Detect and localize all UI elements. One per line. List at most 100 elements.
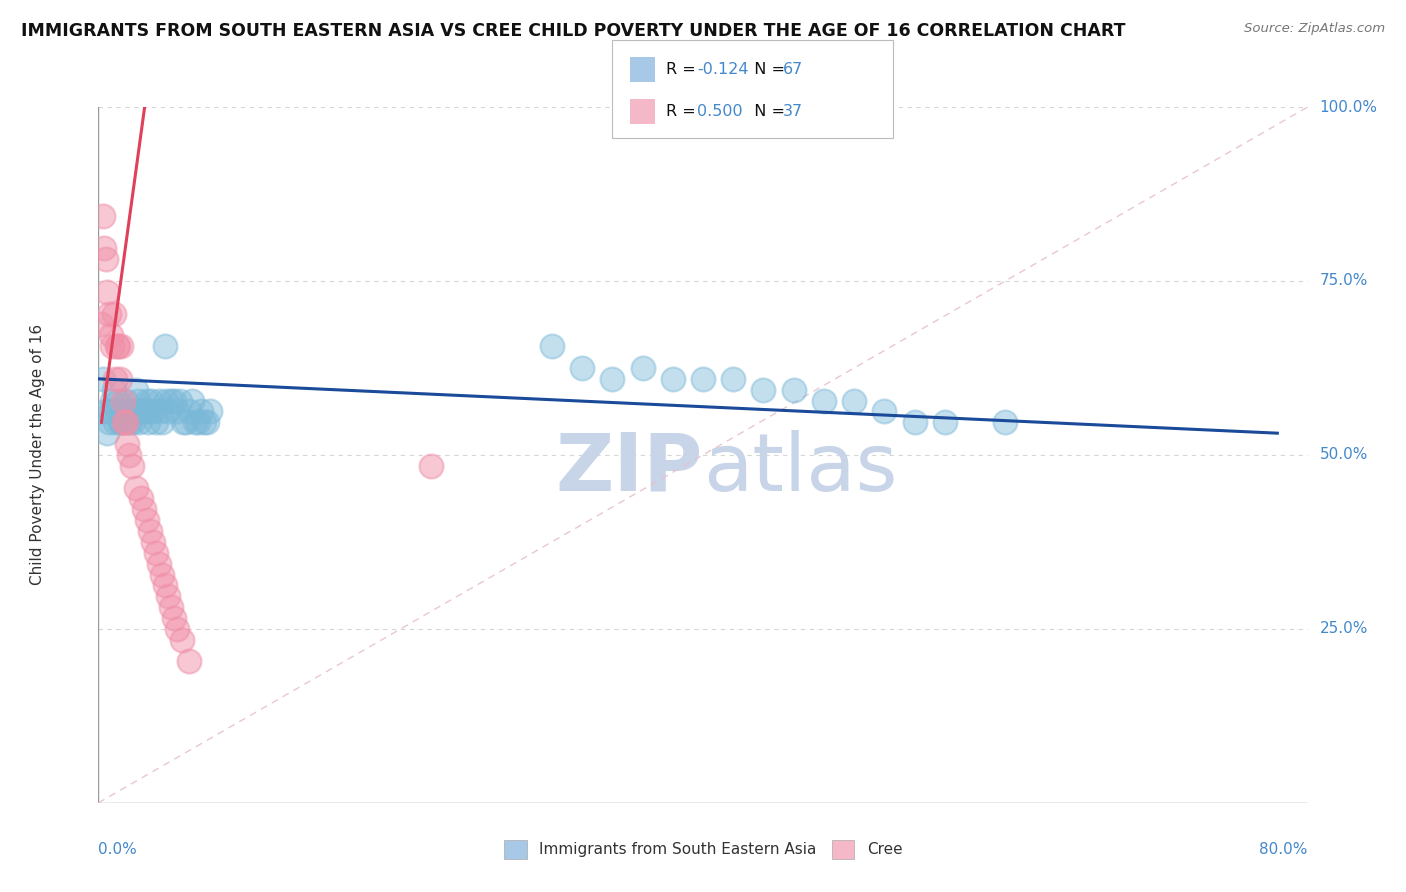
Point <box>125 481 148 495</box>
Point <box>108 372 131 386</box>
Point <box>122 415 145 429</box>
Point <box>91 209 114 223</box>
Point <box>124 404 146 418</box>
Point <box>111 404 134 418</box>
Point <box>112 415 135 429</box>
Text: 25.0%: 25.0% <box>1320 622 1368 636</box>
Text: N =: N = <box>744 104 790 119</box>
Point <box>994 415 1017 429</box>
Text: IMMIGRANTS FROM SOUTH EASTERN ASIA VS CREE CHILD POVERTY UNDER THE AGE OF 16 COR: IMMIGRANTS FROM SOUTH EASTERN ASIA VS CR… <box>21 22 1126 40</box>
Point <box>115 415 138 429</box>
Point <box>96 285 118 299</box>
Point <box>150 415 173 429</box>
Point <box>103 383 125 397</box>
Point <box>110 339 132 353</box>
Point <box>166 622 188 636</box>
Point <box>153 578 176 592</box>
Text: 80.0%: 80.0% <box>1260 842 1308 857</box>
Point <box>813 393 835 408</box>
Point <box>101 339 124 353</box>
Text: 75.0%: 75.0% <box>1320 274 1368 288</box>
Point <box>90 318 112 332</box>
Point <box>100 404 122 418</box>
Point <box>187 415 209 429</box>
Point <box>934 415 956 429</box>
Point <box>190 404 212 418</box>
Point <box>94 404 117 418</box>
Point <box>91 372 114 386</box>
Point <box>723 372 745 386</box>
Point <box>101 393 124 408</box>
Point <box>170 632 193 647</box>
Point <box>114 415 136 429</box>
Point <box>150 567 173 582</box>
Point <box>200 404 222 418</box>
Point <box>142 404 165 418</box>
Point <box>174 415 197 429</box>
Point <box>139 524 162 538</box>
Point <box>540 339 562 353</box>
Point <box>94 252 117 267</box>
Point <box>145 546 167 560</box>
Point <box>631 360 654 375</box>
Point <box>163 393 186 408</box>
Text: -0.124: -0.124 <box>697 62 749 77</box>
Point <box>149 404 172 418</box>
Point <box>602 372 624 386</box>
Point <box>125 383 148 397</box>
Point <box>105 339 128 353</box>
Point <box>115 437 138 451</box>
Point <box>420 458 443 473</box>
Text: Child Poverty Under the Age of 16: Child Poverty Under the Age of 16 <box>31 325 45 585</box>
Point <box>153 339 176 353</box>
Point <box>96 426 118 441</box>
Point <box>783 383 806 397</box>
Point <box>139 404 162 418</box>
Point <box>661 372 683 386</box>
Point <box>163 611 186 625</box>
Point <box>114 393 136 408</box>
Point <box>105 404 128 418</box>
Point <box>121 404 143 418</box>
Point <box>118 404 141 418</box>
Point <box>135 393 157 408</box>
Point <box>104 372 127 386</box>
Point <box>93 241 115 255</box>
Text: 50.0%: 50.0% <box>1320 448 1368 462</box>
Point <box>184 415 207 429</box>
Point <box>193 415 215 429</box>
Text: Source: ZipAtlas.com: Source: ZipAtlas.com <box>1244 22 1385 36</box>
Point <box>111 393 134 408</box>
Point <box>160 600 183 615</box>
Point <box>107 393 129 408</box>
Point <box>132 404 155 418</box>
Point <box>904 415 927 429</box>
Point <box>181 393 204 408</box>
Point <box>156 404 179 418</box>
Point <box>142 534 165 549</box>
Point <box>118 448 141 462</box>
Point <box>127 393 149 408</box>
Text: 67: 67 <box>783 62 803 77</box>
Point <box>107 339 129 353</box>
Point <box>148 393 170 408</box>
Point <box>100 328 122 343</box>
Point <box>166 404 188 418</box>
Point <box>129 404 152 418</box>
Point <box>120 415 142 429</box>
Point <box>172 415 194 429</box>
Point <box>571 360 593 375</box>
Point <box>132 502 155 516</box>
Point <box>98 415 121 429</box>
Point <box>98 307 121 321</box>
Point <box>108 415 131 429</box>
Point <box>195 415 218 429</box>
Point <box>155 393 177 408</box>
Legend: Immigrants from South Eastern Asia, Cree: Immigrants from South Eastern Asia, Cree <box>498 834 908 864</box>
Text: ZIP: ZIP <box>555 430 703 508</box>
Point <box>179 655 201 669</box>
Point <box>141 393 163 408</box>
Text: 37: 37 <box>783 104 803 119</box>
Text: N =: N = <box>744 62 790 77</box>
Point <box>128 415 150 429</box>
